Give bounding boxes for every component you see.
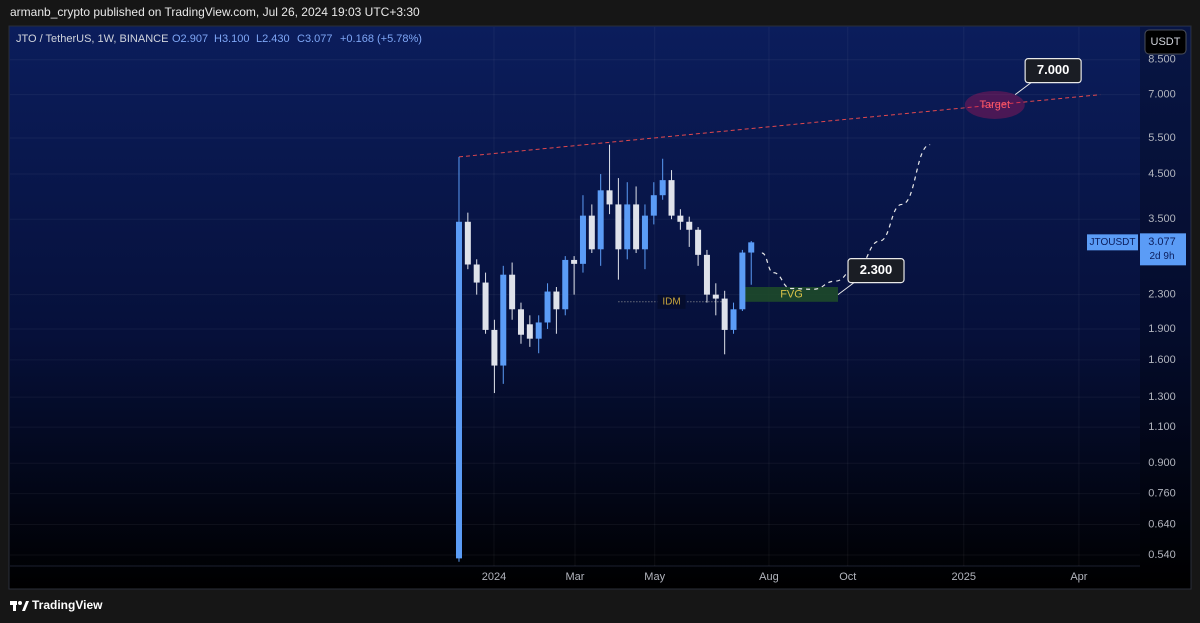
legend-low: L2.430 xyxy=(256,33,290,45)
callout-label: 2.300 xyxy=(860,262,893,277)
x-tick-label: Apr xyxy=(1070,571,1087,583)
candle-body xyxy=(588,215,595,250)
logo-part xyxy=(22,601,29,611)
candle-body xyxy=(624,204,631,250)
candle-body xyxy=(455,221,462,559)
countdown: 2d 9h xyxy=(1149,251,1174,262)
target-trendline xyxy=(458,94,1101,158)
candle-body xyxy=(535,322,542,339)
candle-body xyxy=(739,252,746,310)
candle-body xyxy=(597,190,604,250)
candle-body xyxy=(579,215,586,264)
candle-body xyxy=(500,274,507,366)
grid xyxy=(10,27,1140,566)
logo-part xyxy=(13,601,16,611)
legend: JTO / TetherUS, 1W, BINANCE O2.907 H3.10… xyxy=(16,33,422,45)
x-tick-label: May xyxy=(644,571,665,583)
candle-body xyxy=(748,242,755,253)
idm-label: IDM xyxy=(662,296,680,307)
y-tick-label: 0.640 xyxy=(1148,518,1176,530)
legend-open: O2.907 xyxy=(172,33,208,45)
candle-body xyxy=(712,294,719,299)
candle-body xyxy=(695,229,702,255)
y-tick-label: 1.600 xyxy=(1148,354,1176,366)
x-tick-label: Aug xyxy=(759,571,779,583)
y-tick-label: 1.900 xyxy=(1148,323,1176,335)
price-tag: 3.077 xyxy=(1148,236,1176,248)
candle-body xyxy=(650,195,657,216)
y-tick-label: 2.300 xyxy=(1148,289,1176,301)
callout-pointer xyxy=(1014,82,1032,96)
candle-body xyxy=(464,221,471,265)
target-marker xyxy=(964,90,1025,119)
candle-body xyxy=(571,259,578,264)
legend-symbol: JTO / TetherUS, 1W, BINANCE xyxy=(16,33,168,45)
candle-body xyxy=(668,180,675,216)
candle-body xyxy=(509,274,516,310)
tradingview-logo xyxy=(10,601,29,611)
y-tick-label: 8.500 xyxy=(1148,54,1176,66)
callout-box xyxy=(1024,58,1082,84)
y-tick-label: 0.900 xyxy=(1148,457,1176,469)
legend-high: H3.100 xyxy=(214,33,249,45)
y-tick-label: 3.500 xyxy=(1148,213,1176,225)
candle-body xyxy=(615,204,622,250)
y-tick-label: 1.100 xyxy=(1148,421,1176,433)
legend-close: C3.077 xyxy=(297,33,332,45)
logo-part xyxy=(18,601,22,605)
candle-body xyxy=(544,291,551,323)
y-tick-label: 4.500 xyxy=(1148,168,1176,180)
fvg-label: FVG xyxy=(780,288,803,300)
candle-body xyxy=(526,324,533,339)
price-axis xyxy=(1140,27,1190,588)
y-tick-label: 5.500 xyxy=(1148,132,1176,144)
x-tick-label: 2024 xyxy=(482,571,506,583)
x-tick-label: 2025 xyxy=(952,571,976,583)
fvg-zone xyxy=(745,286,839,302)
candle-body xyxy=(517,309,524,335)
x-tick-label: Mar xyxy=(566,571,585,583)
projection-path xyxy=(761,144,931,290)
y-tick-label: 7.000 xyxy=(1148,89,1176,101)
brand: TradingView xyxy=(32,598,103,612)
target-label: Target xyxy=(979,99,1010,111)
candle-body xyxy=(606,190,613,205)
y-tick-label: 0.540 xyxy=(1148,549,1176,561)
candle-body xyxy=(473,264,480,283)
candle-body xyxy=(482,282,489,330)
currency-label[interactable]: USDT xyxy=(1151,36,1181,48)
candle-body xyxy=(553,291,560,310)
candle-body xyxy=(491,329,498,366)
callout-pointer xyxy=(837,282,855,296)
legend-change: +0.168 (+5.78%) xyxy=(340,33,422,45)
candle-body xyxy=(562,259,569,310)
chart-area xyxy=(8,25,1192,590)
candle-body xyxy=(721,298,728,330)
callout-box xyxy=(847,258,905,284)
idm-label-bg xyxy=(657,294,686,309)
candle-body xyxy=(703,254,710,295)
price-tag-bg xyxy=(1140,233,1186,266)
symbol-tag-bg xyxy=(1087,234,1138,251)
candle-body xyxy=(633,204,640,250)
candle-body xyxy=(677,215,684,222)
y-tick-label: 0.760 xyxy=(1148,488,1176,500)
candle-body xyxy=(659,180,666,196)
symbol-tag: JTOUSDT xyxy=(1090,237,1136,248)
publisher-line: armanb_crypto published on TradingView.c… xyxy=(10,5,420,19)
candle-body xyxy=(686,221,693,230)
x-tick-label: Oct xyxy=(839,571,856,583)
currency-button[interactable] xyxy=(1144,29,1187,55)
y-tick-label: 1.300 xyxy=(1148,391,1176,403)
candle-body xyxy=(730,309,737,330)
candle-body xyxy=(641,215,648,250)
callout-label: 7.000 xyxy=(1037,62,1070,77)
